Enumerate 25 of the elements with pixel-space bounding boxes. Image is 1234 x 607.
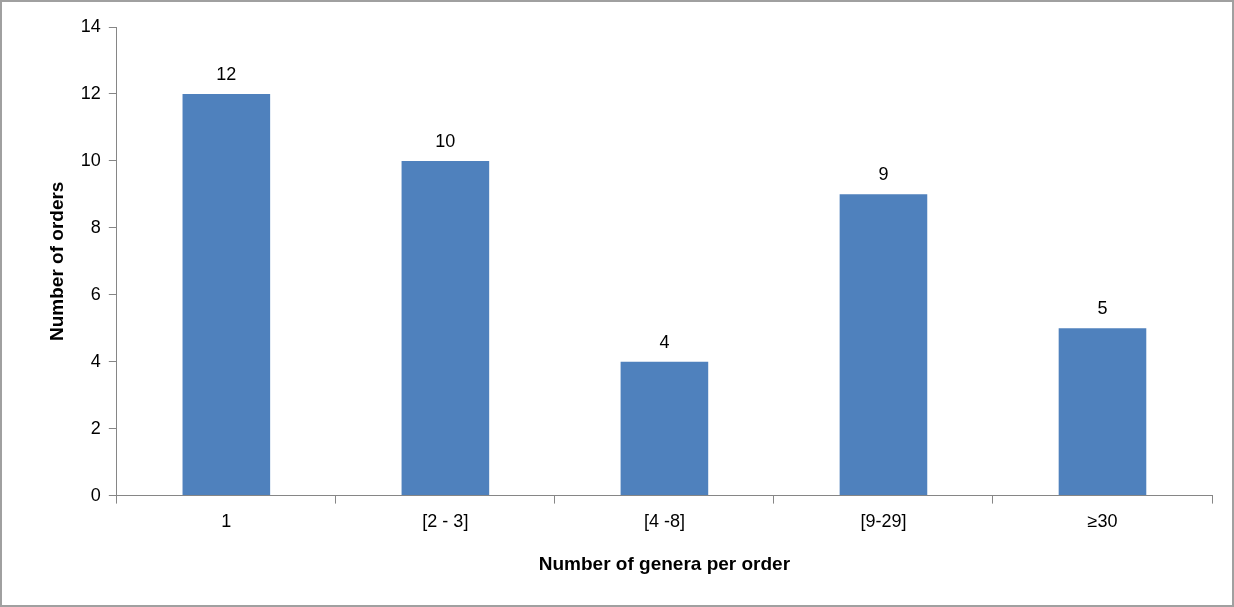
y-tick-label: 14 <box>80 15 101 36</box>
y-axis-title: Number of orders <box>45 181 67 342</box>
x-tick-label: 1 <box>221 511 232 532</box>
bar <box>182 93 271 496</box>
y-tick-label: 0 <box>90 484 101 505</box>
data-label: 5 <box>1097 298 1108 319</box>
bar <box>620 361 709 496</box>
x-axis-title: Number of genera per order <box>538 552 791 574</box>
y-tick-label: 8 <box>90 216 101 237</box>
data-label: 12 <box>216 63 237 84</box>
bar <box>839 194 928 496</box>
x-tick-label: [9-29] <box>860 511 907 532</box>
bar <box>401 160 490 496</box>
x-tick-label: [2 - 3] <box>422 511 469 532</box>
y-tick-label: 6 <box>90 283 101 304</box>
data-label: 4 <box>659 331 670 352</box>
data-label: 10 <box>435 130 456 151</box>
y-tick-label: 12 <box>80 82 101 103</box>
y-tick-label: 4 <box>90 350 101 371</box>
x-tick-label: [4 -8] <box>643 511 685 532</box>
bar <box>1058 328 1147 496</box>
x-tick-label: ≥30 <box>1087 511 1118 532</box>
data-label: 9 <box>878 164 889 185</box>
y-tick-label: 10 <box>80 149 101 170</box>
y-tick-label: 2 <box>90 417 101 438</box>
